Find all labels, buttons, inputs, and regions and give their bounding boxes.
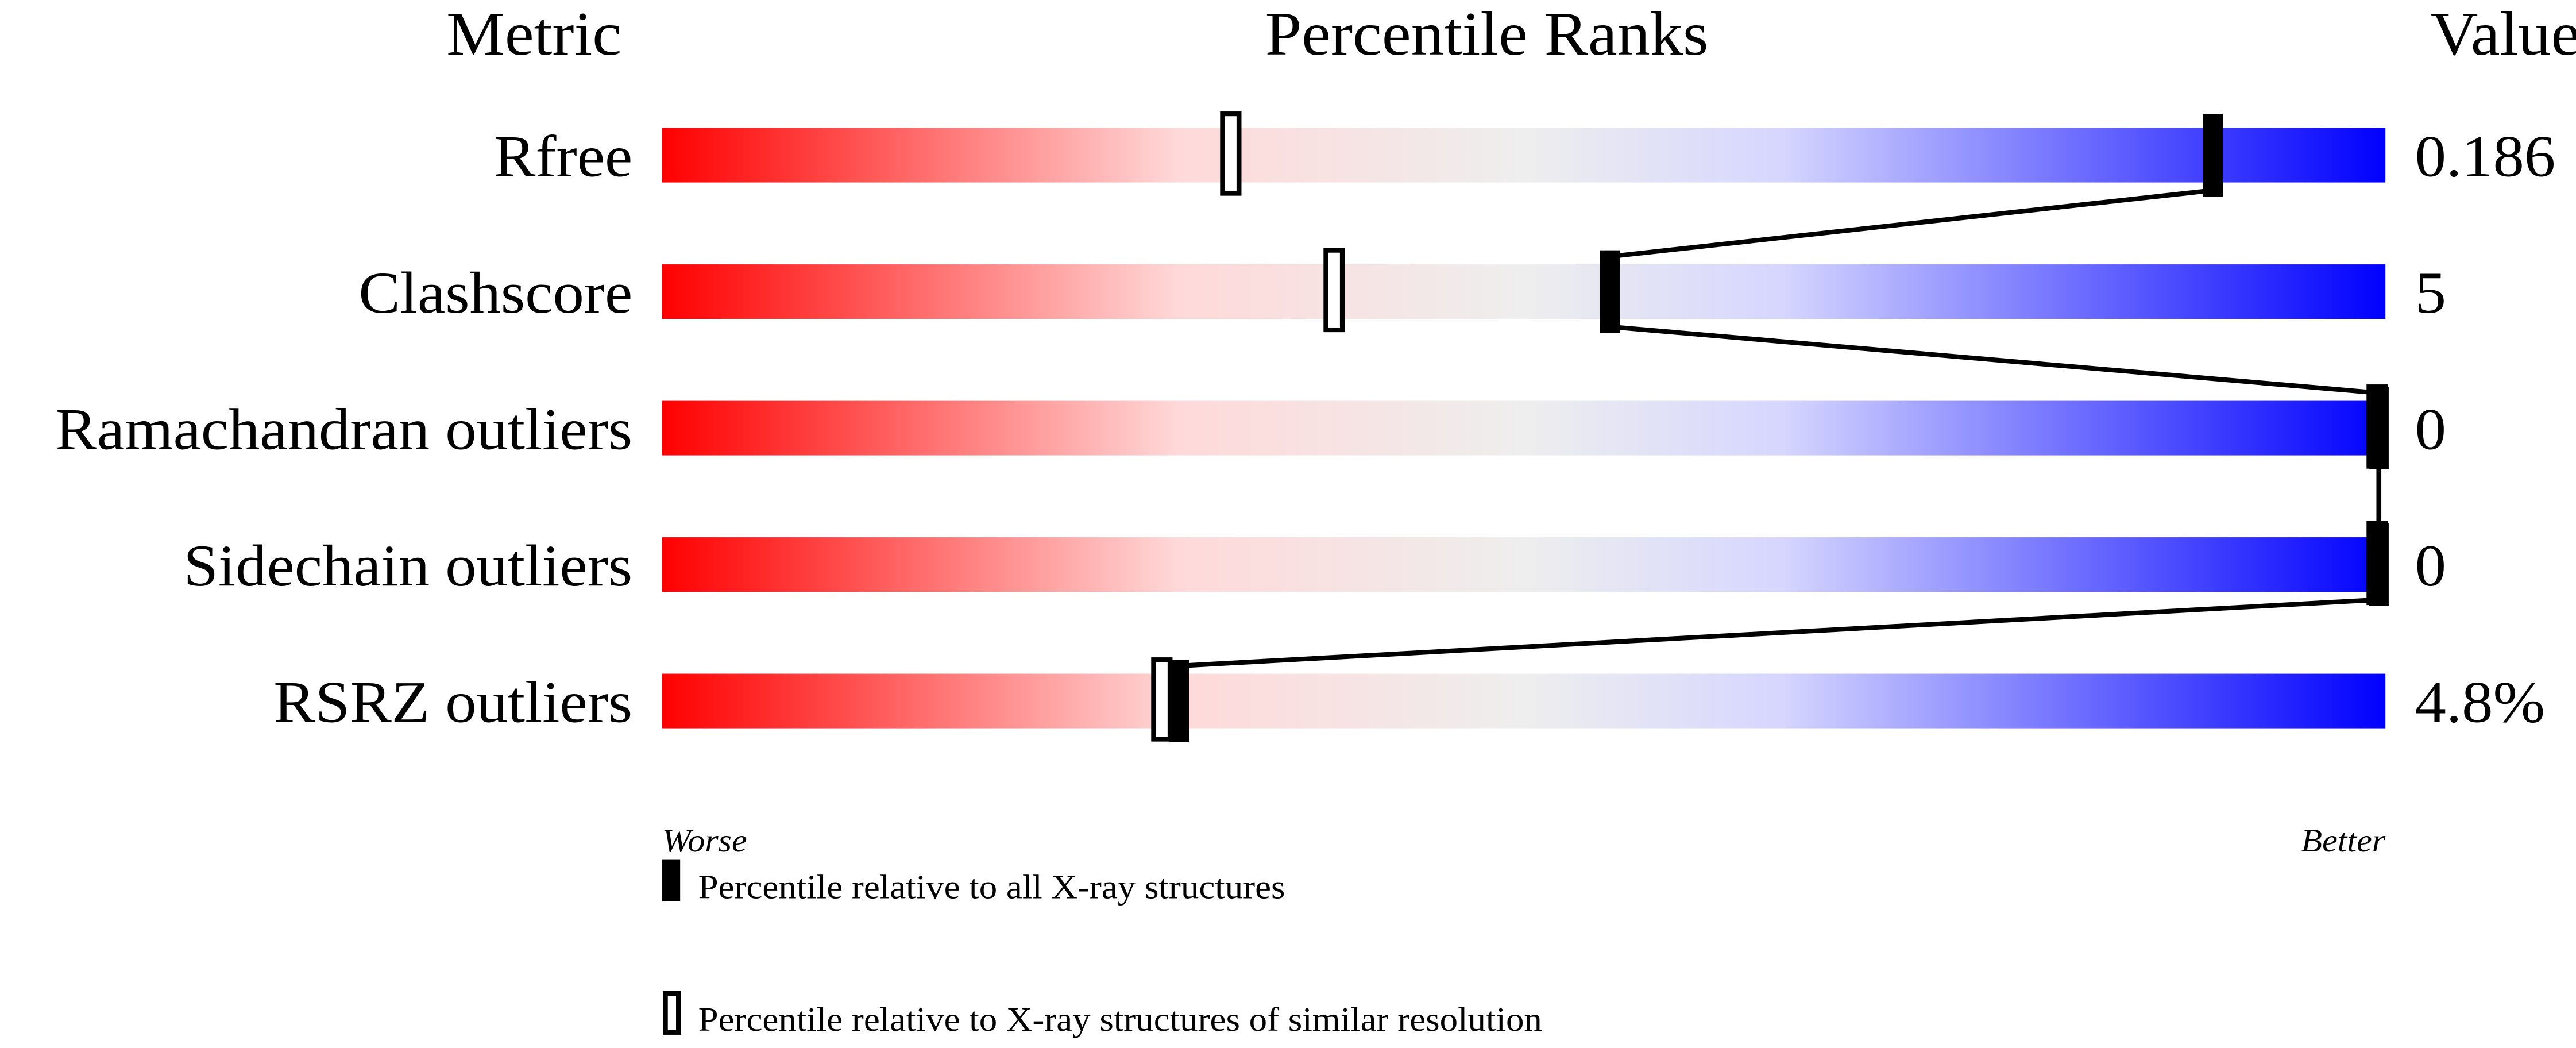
metric-label: RSRZ outliers <box>273 669 632 735</box>
metric-value: 0 <box>2415 533 2446 599</box>
header-value: Value <box>2431 0 2576 68</box>
marker-similar-resolution <box>1151 657 1173 742</box>
marker-all-structures <box>2203 114 2223 196</box>
percentile-bar <box>662 673 2386 729</box>
metric-label: Sidechain outliers <box>184 533 633 599</box>
marker-all-structures <box>2369 523 2389 606</box>
axis-better-label: Better <box>2301 822 2385 858</box>
percentile-bar <box>662 128 2386 183</box>
header-percentile-ranks: Percentile Ranks <box>1265 0 1709 68</box>
metric-value: 0 <box>2415 396 2446 462</box>
axis-worse-label: Worse <box>662 822 747 858</box>
percentile-bar <box>662 400 2386 456</box>
legend-label-all: Percentile relative to all X-ray structu… <box>698 868 1285 906</box>
connector-line <box>1179 597 2380 669</box>
metric-value: 0.186 <box>2415 124 2556 189</box>
legend-filled-marker <box>662 859 681 901</box>
marker-all-structures <box>1169 660 1189 742</box>
metric-label: Ramachandran outliers <box>55 396 632 462</box>
metric-label: Clashscore <box>358 260 632 326</box>
metric-value: 5 <box>2415 260 2446 326</box>
marker-similar-resolution <box>1323 248 1345 333</box>
legend-label-similar: Percentile relative to X-ray structures … <box>698 1001 1542 1039</box>
percentile-bar <box>662 537 2386 592</box>
connector-line <box>1609 324 2380 396</box>
percentile-bar <box>662 264 2386 319</box>
connector-line <box>1609 188 2214 259</box>
header-metric: Metric <box>446 0 621 68</box>
metric-label: Rfree <box>494 124 632 189</box>
marker-all-structures <box>2369 387 2389 469</box>
legend-open-marker <box>663 991 681 1035</box>
marker-all-structures <box>1600 250 1620 333</box>
marker-similar-resolution <box>1220 111 1242 196</box>
metric-value: 4.8% <box>2415 669 2545 735</box>
